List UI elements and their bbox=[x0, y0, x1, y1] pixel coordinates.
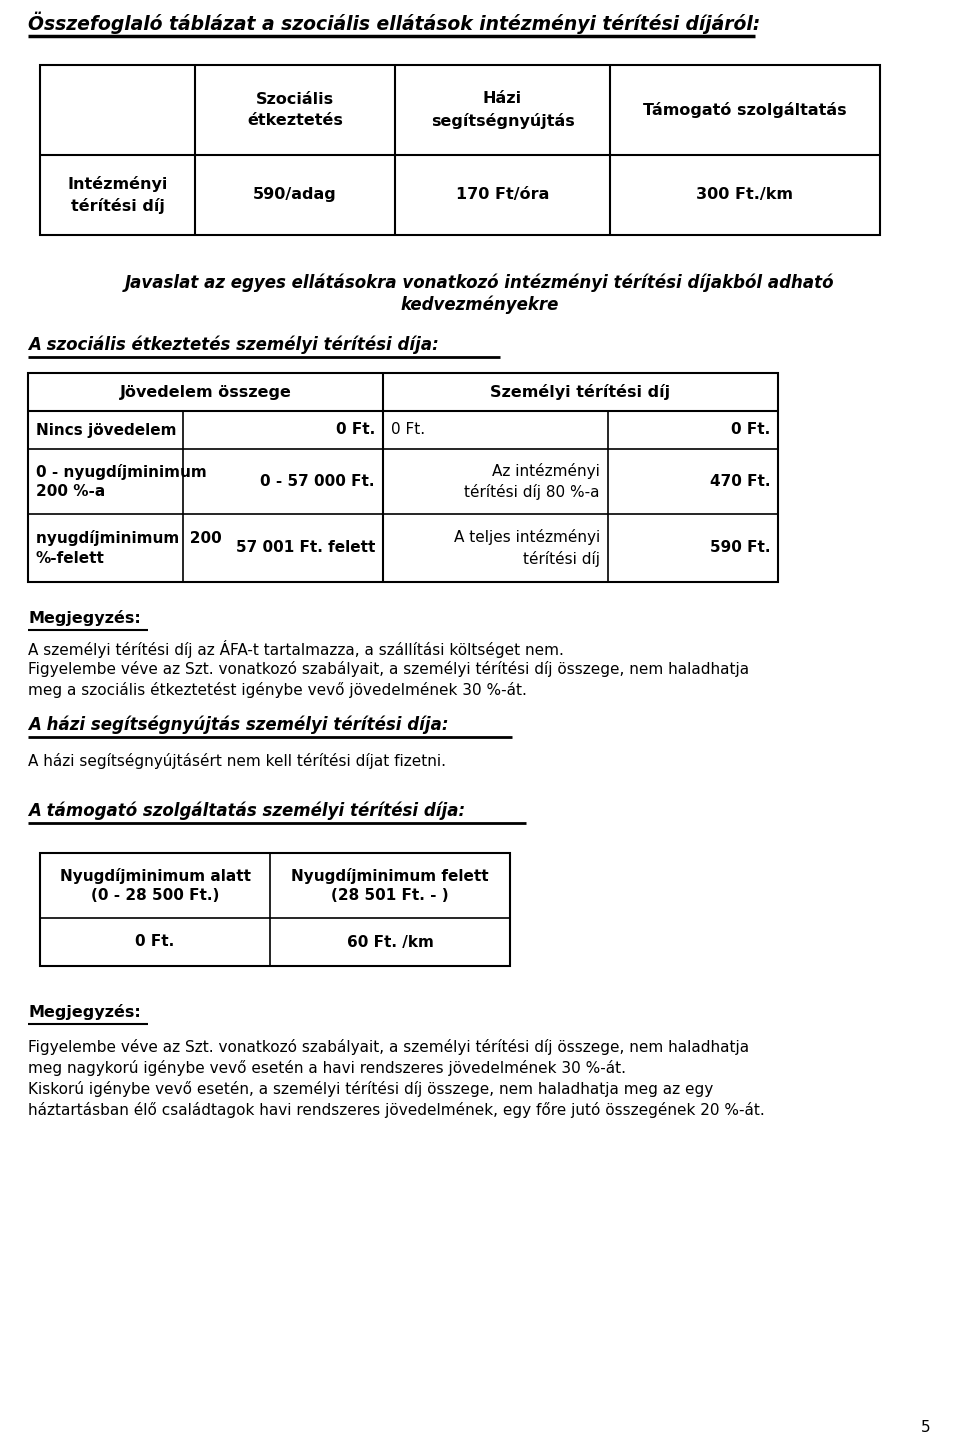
Text: Intézményi
térítési díj: Intézményi térítési díj bbox=[67, 176, 168, 215]
Text: Megjegyzés:: Megjegyzés: bbox=[28, 611, 141, 626]
Text: Az intézményi
térítési díj 80 %-a: Az intézményi térítési díj 80 %-a bbox=[465, 462, 600, 500]
Text: 470 Ft.: 470 Ft. bbox=[709, 474, 770, 490]
Text: 0 Ft.: 0 Ft. bbox=[391, 422, 425, 438]
Text: Házi
segítségnyújtás: Házi segítségnyújtás bbox=[431, 91, 574, 128]
Text: 300 Ft./km: 300 Ft./km bbox=[697, 187, 794, 203]
Text: meg nagykorú igénybe vevő esetén a havi rendszeres jövedelmének 30 %-át.: meg nagykorú igénybe vevő esetén a havi … bbox=[28, 1060, 626, 1076]
Text: 0 - 57 000 Ft.: 0 - 57 000 Ft. bbox=[260, 474, 375, 490]
Text: Személyi térítési díj: Személyi térítési díj bbox=[491, 384, 671, 400]
Text: meg a szociális étkeztetést igénybe vevő jövedelmének 30 %-át.: meg a szociális étkeztetést igénybe vevő… bbox=[28, 683, 527, 698]
Text: Javaslat az egyes ellátásokra vonatkozó intézményi térítési díjakból adható: Javaslat az egyes ellátásokra vonatkozó … bbox=[125, 274, 835, 291]
Text: 5: 5 bbox=[921, 1420, 930, 1436]
Text: 60 Ft. /km: 60 Ft. /km bbox=[347, 935, 433, 949]
Text: Nincs jövedelem: Nincs jövedelem bbox=[36, 422, 177, 438]
Text: 0 Ft.: 0 Ft. bbox=[135, 935, 175, 949]
Text: A szociális étkeztetés személyi térítési díja:: A szociális étkeztetés személyi térítési… bbox=[28, 336, 439, 353]
Bar bbox=[28, 373, 778, 582]
Text: Kiskorú igénybe vevő esetén, a személyi térítési díj összege, nem haladhatja meg: Kiskorú igénybe vevő esetén, a személyi … bbox=[28, 1081, 713, 1097]
Text: Támogató szolgáltatás: Támogató szolgáltatás bbox=[643, 102, 847, 118]
Bar bbox=[40, 65, 880, 235]
Text: Jövedelem összege: Jövedelem összege bbox=[120, 384, 292, 399]
Text: Nyugdíjminimum felett
(28 501 Ft. - ): Nyugdíjminimum felett (28 501 Ft. - ) bbox=[291, 867, 489, 903]
Text: 0 - nyugdíjminimum
200 %-a: 0 - nyugdíjminimum 200 %-a bbox=[36, 464, 206, 500]
Text: 57 001 Ft. felett: 57 001 Ft. felett bbox=[235, 540, 375, 556]
Text: kedvezményekre: kedvezményekre bbox=[401, 297, 559, 314]
Bar bbox=[40, 852, 510, 966]
Text: háztartásban élő családtagok havi rendszeres jövedelmének, egy főre jutó összegé: háztartásban élő családtagok havi rendsz… bbox=[28, 1102, 765, 1117]
Text: nyugdíjminimum  200
%-felett: nyugdíjminimum 200 %-felett bbox=[36, 530, 222, 566]
Text: A támogató szolgáltatás személyi térítési díja:: A támogató szolgáltatás személyi térítés… bbox=[28, 801, 466, 819]
Text: 0 Ft.: 0 Ft. bbox=[731, 422, 770, 438]
Text: Figyelembe véve az Szt. vonatkozó szabályait, a személyi térítési díj összege, n: Figyelembe véve az Szt. vonatkozó szabál… bbox=[28, 1040, 749, 1056]
Text: Nyugdíjminimum alatt
(0 - 28 500 Ft.): Nyugdíjminimum alatt (0 - 28 500 Ft.) bbox=[60, 867, 251, 903]
Text: A személyi térítési díj az ÁFA-t tartalmazza, a szállítási költséget nem.: A személyi térítési díj az ÁFA-t tartalm… bbox=[28, 639, 564, 658]
Text: Összefoglaló táblázat a szociális ellátások intézményi térítési díjáról:: Összefoglaló táblázat a szociális ellátá… bbox=[28, 12, 760, 35]
Text: A teljes intézményi
térítési díj: A teljes intézményi térítési díj bbox=[454, 530, 600, 566]
Text: Figyelembe véve az Szt. vonatkozó szabályait, a személyi térítési díj összege, n: Figyelembe véve az Szt. vonatkozó szabál… bbox=[28, 661, 749, 677]
Text: A házi segítségnyújtás személyi térítési díja:: A házi segítségnyújtás személyi térítési… bbox=[28, 716, 448, 733]
Text: 0 Ft.: 0 Ft. bbox=[336, 422, 375, 438]
Text: 590/adag: 590/adag bbox=[253, 187, 337, 203]
Text: Szociális
étkeztetés: Szociális étkeztetés bbox=[247, 92, 343, 128]
Text: 590 Ft.: 590 Ft. bbox=[709, 540, 770, 556]
Text: 170 Ft/óra: 170 Ft/óra bbox=[456, 187, 549, 203]
Text: Megjegyzés:: Megjegyzés: bbox=[28, 1004, 141, 1020]
Text: A házi segítségnyújtásért nem kell térítési díjat fizetni.: A házi segítségnyújtásért nem kell térít… bbox=[28, 753, 446, 769]
